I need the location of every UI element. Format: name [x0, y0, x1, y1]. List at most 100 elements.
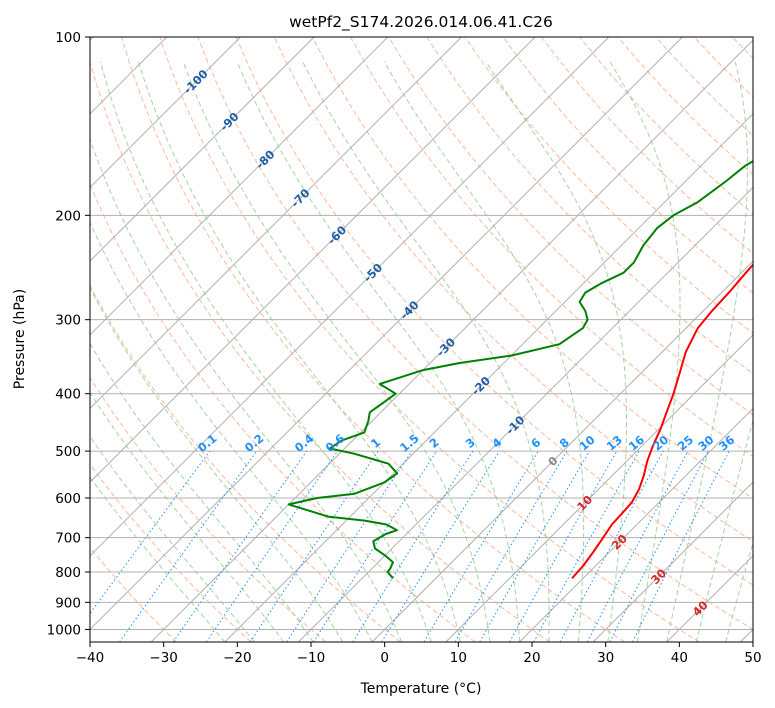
mixing-ratio-label: 1 — [368, 435, 383, 451]
moist-adiabat-line — [695, 418, 753, 642]
moist-adiabat-line — [90, 137, 403, 642]
isotherm-line — [90, 37, 389, 336]
y-tick-label: 200 — [55, 208, 81, 224]
moist-adiabat-line — [90, 220, 373, 642]
profile-traces — [287, 159, 753, 580]
isotherm-line — [90, 37, 536, 483]
moist-adiabat-line — [90, 342, 314, 642]
mixing-ratio-line — [454, 450, 568, 642]
moist-adiabat-line — [485, 61, 627, 642]
dry-adiabat-line — [90, 463, 252, 642]
x-tick-label: 40 — [671, 650, 688, 666]
moist-adiabat-line — [182, 61, 491, 642]
dry-adiabat-line — [617, 37, 753, 176]
dry-adiabat-line — [159, 37, 700, 642]
moist-adiabat-line — [90, 391, 285, 642]
dry-adiabat-line — [502, 37, 753, 294]
y-tick-label: 500 — [55, 444, 81, 460]
x-axis-label: Temperature (°C) — [360, 681, 482, 697]
moist-adiabat-line — [137, 61, 461, 642]
mixing-ratio-line — [286, 450, 413, 642]
moist-adiabat-line — [90, 435, 255, 642]
y-tick-label: 900 — [55, 595, 81, 611]
mixing-ratio-line — [559, 450, 664, 642]
isotherm-line — [519, 407, 753, 642]
mixing-ratio-line — [119, 450, 258, 642]
dry-adiabat-line — [311, 37, 753, 500]
x-axis-ticks: −40 −30 −20 −10 0 10 20 30 40 50 — [76, 642, 762, 666]
dewpoint-trace — [287, 159, 753, 580]
moist-adiabat-line — [609, 61, 681, 642]
y-axis-ticks: 100 200 300 400 500 600 700 800 900 1000 — [47, 30, 90, 638]
y-tick-label: 400 — [55, 387, 81, 403]
dry-adiabat-line — [235, 37, 753, 586]
mixing-ratio-line — [632, 450, 730, 642]
isotherm-line — [666, 555, 753, 642]
mixing-ratio-line — [249, 450, 379, 642]
mixing-ratio-line — [586, 450, 689, 642]
moist-adiabats — [90, 61, 753, 642]
moist-adiabat-line — [666, 61, 749, 642]
dry-adiabat-line — [90, 376, 327, 642]
dry-adiabat-line — [693, 37, 753, 98]
moist-adiabat-line — [90, 476, 226, 642]
dry-adiabat-line — [350, 37, 753, 458]
chart-title: wetPf2_S174.2026.014.06.41.C26 — [289, 13, 553, 32]
y-tick-label: 1000 — [47, 622, 81, 638]
x-tick-label: 20 — [523, 650, 540, 666]
y-tick-label: 700 — [55, 531, 81, 547]
dry-adiabat-line — [388, 37, 753, 416]
x-tick-label: −30 — [149, 650, 178, 666]
y-axis-label: Pressure (hPa) — [12, 289, 28, 389]
mixing-ratio-line — [90, 450, 211, 615]
mixing-ratio-label: 3 — [463, 435, 478, 451]
y-tick-label: 100 — [55, 30, 81, 46]
x-tick-label: −40 — [76, 650, 105, 666]
moist-adiabat-line — [725, 540, 753, 642]
isotherm-line — [90, 37, 315, 262]
isotherm-line — [592, 481, 753, 642]
dry-adiabat-line — [90, 546, 177, 642]
y-tick-label: 600 — [55, 491, 81, 507]
mixing-ratio-label: 8 — [557, 435, 572, 451]
dry-adiabat-line — [426, 37, 753, 375]
dry-adiabat-line — [273, 37, 753, 543]
mixing-ratio-label: 2 — [427, 435, 442, 451]
isotherm-line — [150, 39, 753, 642]
mixing-ratio-line — [352, 450, 474, 642]
x-tick-label: −10 — [297, 650, 326, 666]
isotherm-line — [371, 260, 753, 642]
isotherm-line — [298, 186, 753, 642]
mixing-ratio-label: 13 — [604, 433, 625, 454]
moist-adiabat-line — [99, 61, 432, 642]
dry-adiabat-line — [90, 60, 551, 642]
dry-adiabats — [90, 37, 775, 642]
dry-adiabat-line — [197, 37, 753, 630]
x-tick-label: 50 — [744, 650, 761, 666]
moist-adiabat-line — [236, 61, 520, 642]
isotherm-line — [90, 37, 610, 557]
moist-adiabat-line — [383, 61, 585, 642]
isotherm-line — [90, 37, 683, 631]
dry-adiabat-line — [90, 182, 476, 642]
isotherm-line — [90, 37, 241, 189]
moist-adiabat-line — [302, 61, 550, 642]
x-tick-label: 10 — [450, 650, 467, 666]
x-tick-label: −20 — [223, 650, 252, 666]
dry-adiabat-line — [770, 37, 775, 642]
mixing-ratio-lines — [90, 450, 730, 642]
y-tick-label: 800 — [55, 565, 81, 581]
plot-frame — [89, 36, 754, 643]
dry-adiabat-line — [90, 284, 401, 642]
mixing-ratio-label: 16 — [626, 433, 647, 454]
mixing-ratio-line — [381, 450, 500, 642]
dry-adiabat-line — [121, 37, 625, 642]
mixing-ratio-label: 10 — [576, 433, 597, 454]
dry-adiabat-line — [655, 37, 753, 137]
isotherm-gridlines — [90, 37, 753, 642]
y-tick-label: 300 — [55, 313, 81, 329]
x-tick-label: 30 — [597, 650, 614, 666]
moist-adiabat-line — [90, 286, 344, 642]
isobar-gridlines — [90, 37, 753, 630]
